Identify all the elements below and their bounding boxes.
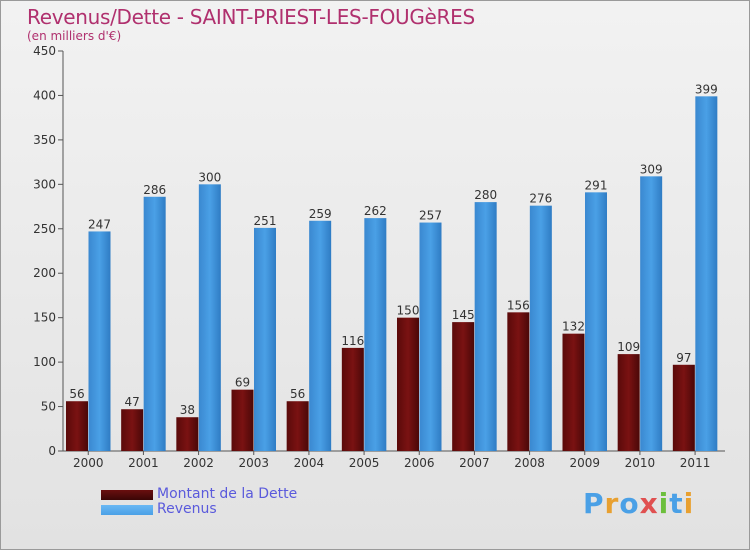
y-tick-label: 300 — [33, 177, 56, 191]
x-tick-label: 2005 — [349, 456, 380, 470]
y-tick-label: 50 — [41, 400, 56, 414]
data-label: 97 — [676, 351, 691, 365]
bar-dette — [672, 364, 695, 451]
data-label: 47 — [125, 395, 140, 409]
x-tick-label: 2003 — [238, 456, 269, 470]
logo-letter: t — [669, 487, 684, 520]
logo-letter: i — [658, 487, 670, 520]
data-label: 262 — [364, 204, 387, 218]
logo-letter: i — [683, 487, 695, 520]
chart-title: Revenus/Dette - SAINT-PRIEST-LES-FOUGèRE… — [27, 5, 475, 29]
bar-revenus — [364, 218, 387, 451]
x-tick-label: 2011 — [680, 456, 711, 470]
data-label: 300 — [198, 170, 221, 184]
y-tick-label: 250 — [33, 222, 56, 236]
x-tick-label: 2004 — [294, 456, 325, 470]
bar-dette — [176, 417, 199, 451]
logo-letter: x — [639, 487, 659, 520]
bar-dette — [452, 322, 475, 451]
data-label: 56 — [69, 387, 84, 401]
data-label: 116 — [341, 334, 364, 348]
data-label: 309 — [640, 162, 663, 176]
bar-dette — [562, 333, 585, 451]
bar-dette — [341, 347, 364, 451]
x-tick-label: 2008 — [514, 456, 545, 470]
data-label: 259 — [309, 207, 332, 221]
x-tick-label: 2009 — [569, 456, 600, 470]
data-label: 145 — [452, 308, 475, 322]
legend-label-revenus: Revenus — [157, 501, 217, 517]
chart-axes: 0 50 100 150 200 250 300 350 400 450 2000 2001 2002 2… — [33, 44, 725, 470]
bar-dette — [121, 409, 144, 451]
x-tick-label: 2000 — [73, 456, 104, 470]
x-tick-label: 2007 — [459, 456, 490, 470]
proxiti-logo: Proxiti — [583, 487, 694, 520]
bar-revenus — [585, 192, 607, 452]
logo-letter: r — [604, 487, 620, 520]
bar-dette — [66, 401, 88, 451]
bar-revenus — [695, 96, 718, 451]
chart-bars — [66, 96, 718, 452]
legend-swatch-revenus — [101, 505, 153, 515]
y-tick-label: 150 — [33, 311, 56, 325]
x-tick-label: 2006 — [404, 456, 435, 470]
chart-subtitle: (en milliers d'€) — [27, 29, 122, 43]
data-label: 247 — [88, 217, 111, 231]
data-label: 150 — [397, 304, 420, 318]
bar-dette — [507, 312, 530, 451]
bar-revenus — [309, 220, 332, 451]
data-label: 286 — [143, 183, 166, 197]
logo-letter: o — [619, 487, 640, 520]
data-label: 257 — [419, 209, 442, 223]
y-tick-label: 450 — [33, 44, 56, 58]
data-label: 280 — [474, 188, 497, 202]
data-label: 399 — [695, 82, 718, 96]
bar-revenus — [529, 205, 552, 451]
bar-revenus — [88, 231, 111, 451]
data-label: 251 — [254, 214, 277, 228]
bar-revenus — [474, 202, 497, 451]
bar-revenus — [198, 184, 221, 452]
data-label: 276 — [529, 192, 552, 206]
y-tick-label: 200 — [33, 266, 56, 280]
y-tick-label: 0 — [48, 444, 56, 458]
data-label: 56 — [290, 387, 305, 401]
bar-dette — [617, 354, 640, 451]
data-label: 291 — [585, 178, 608, 192]
bar-dette — [286, 401, 309, 451]
data-label: 69 — [235, 376, 250, 390]
data-label: 109 — [617, 340, 640, 354]
bar-revenus — [640, 176, 663, 452]
x-tick-label: 2010 — [625, 456, 656, 470]
x-tick-label: 2001 — [128, 456, 159, 470]
chart-labels: 56 247 47 286 38 300 69 251 56 259 116 262 150 257 145… — [69, 82, 717, 417]
x-tick-label: 2002 — [183, 456, 214, 470]
legend-label-dette: Montant de la Dette — [157, 486, 298, 502]
data-label: 132 — [562, 320, 585, 334]
bar-dette — [397, 317, 419, 451]
y-tick-label: 100 — [33, 355, 56, 369]
y-tick-label: 400 — [33, 88, 56, 102]
bar-revenus — [419, 222, 442, 451]
bar-dette — [231, 389, 254, 451]
legend-swatch-dette — [101, 490, 153, 500]
logo-letter: P — [583, 487, 605, 520]
bar-revenus — [143, 196, 166, 451]
y-tick-label: 350 — [33, 133, 56, 147]
data-label: 38 — [180, 403, 195, 417]
bar-revenus — [254, 227, 276, 451]
data-label: 156 — [507, 298, 530, 312]
